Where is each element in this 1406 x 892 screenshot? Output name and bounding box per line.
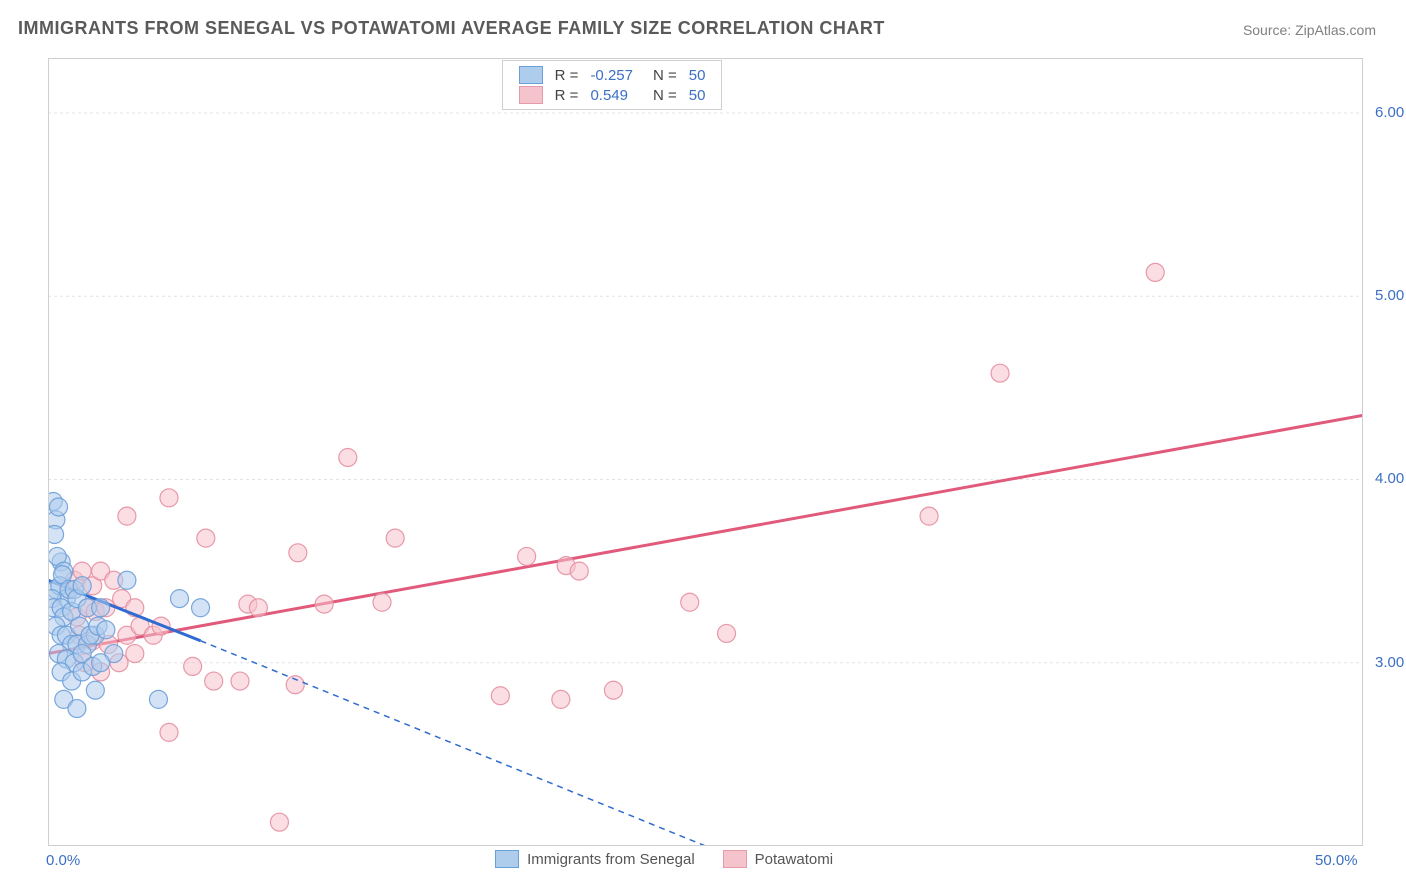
potawatomi-point <box>991 364 1009 382</box>
series-legend: Immigrants from Senegal Potawatomi <box>495 850 833 868</box>
potawatomi-point <box>491 687 509 705</box>
potawatomi-point <box>184 657 202 675</box>
legend-swatch <box>519 66 543 84</box>
potawatomi-point <box>386 529 404 547</box>
senegal-point <box>86 681 104 699</box>
senegal-point <box>48 525 64 543</box>
legend-item: Immigrants from Senegal <box>495 850 695 868</box>
potawatomi-point <box>249 599 267 617</box>
senegal-point <box>92 654 110 672</box>
potawatomi-point <box>160 489 178 507</box>
potawatomi-point <box>289 544 307 562</box>
legend-label: Potawatomi <box>755 851 833 868</box>
potawatomi-point <box>231 672 249 690</box>
chart-svg <box>48 58 1363 846</box>
legend-item: Potawatomi <box>723 850 833 868</box>
source-prefix: Source: <box>1243 22 1295 38</box>
senegal-point <box>118 571 136 589</box>
potawatomi-point <box>373 593 391 611</box>
potawatomi-point <box>160 723 178 741</box>
y-tick-label: 4.00 <box>1375 470 1404 487</box>
senegal-point <box>73 577 91 595</box>
legend-swatch <box>723 850 747 868</box>
legend-swatch <box>495 850 519 868</box>
potawatomi-point <box>920 507 938 525</box>
correlation-legend: R =-0.257N =50R = 0.549N =50 <box>502 60 723 110</box>
potawatomi-point <box>718 624 736 642</box>
potawatomi-point <box>604 681 622 699</box>
senegal-point <box>97 621 115 639</box>
senegal-point <box>171 590 189 608</box>
y-tick-label: 3.00 <box>1375 654 1404 671</box>
potawatomi-point <box>197 529 215 547</box>
potawatomi-point <box>270 813 288 831</box>
potawatomi-point <box>339 448 357 466</box>
potawatomi-point <box>315 595 333 613</box>
senegal-point <box>68 700 86 718</box>
potawatomi-point <box>681 593 699 611</box>
senegal-point <box>149 690 167 708</box>
source-link[interactable]: ZipAtlas.com <box>1295 22 1376 38</box>
senegal-point <box>50 498 68 516</box>
potawatomi-point <box>205 672 223 690</box>
potawatomi-point <box>518 547 536 565</box>
potawatomi-point <box>126 645 144 663</box>
potawatomi-point <box>552 690 570 708</box>
source-label: Source: ZipAtlas.com <box>1243 22 1376 38</box>
potawatomi-point <box>1146 263 1164 281</box>
potawatomi-point <box>118 507 136 525</box>
y-tick-label: 5.00 <box>1375 287 1404 304</box>
potawatomi-point <box>570 562 588 580</box>
legend-swatch <box>519 86 543 104</box>
senegal-point <box>192 599 210 617</box>
senegal-point <box>92 599 110 617</box>
x-tick-label: 50.0% <box>1315 852 1358 869</box>
x-tick-label: 0.0% <box>46 852 80 869</box>
legend-label: Immigrants from Senegal <box>527 851 695 868</box>
page-title: IMMIGRANTS FROM SENEGAL VS POTAWATOMI AV… <box>18 18 885 39</box>
y-tick-label: 6.00 <box>1375 104 1404 121</box>
